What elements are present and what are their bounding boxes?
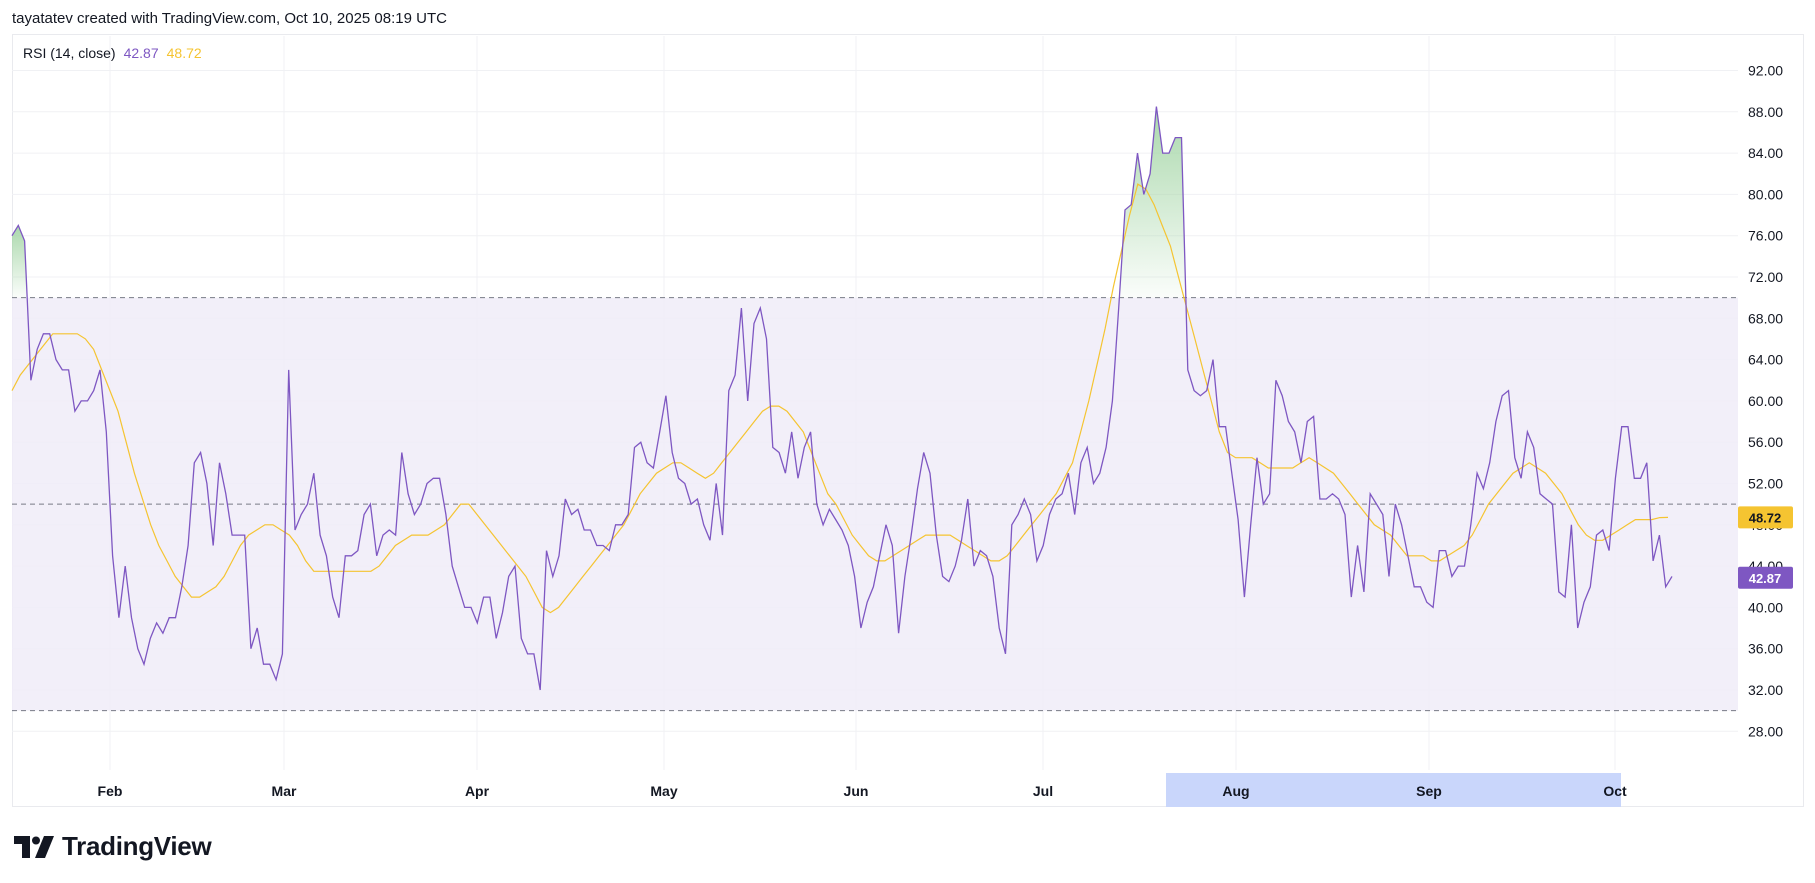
price-badges: 48.72 42.87 [1738, 506, 1793, 589]
x-tick-label: Mar [272, 783, 297, 799]
rsi-last-value-badge-bg [1738, 566, 1793, 589]
y-tick-label: 52.00 [1748, 476, 1783, 492]
ma-last-value-badge-bg [1738, 506, 1793, 529]
y-tick-label: 72.00 [1748, 269, 1783, 285]
x-tick-label: Oct [1603, 783, 1627, 799]
y-tick-label: 56.00 [1748, 434, 1783, 450]
rsi-band [12, 297, 1738, 711]
indicator-legend[interactable]: RSI (14, close) 42.87 48.72 [23, 45, 202, 61]
x-tick-label: Sep [1416, 783, 1442, 799]
y-tick-label: 80.00 [1748, 186, 1783, 202]
x-tick-label: Feb [98, 783, 123, 799]
tradingview-logo-icon [14, 835, 54, 858]
brand-name: TradingView [62, 831, 212, 861]
y-tick-label: 92.00 [1748, 63, 1783, 79]
x-tick-label: Jul [1033, 783, 1053, 799]
attribution-text: tayatatev created with TradingView.com, … [12, 10, 447, 27]
y-tick-label: 32.00 [1748, 682, 1783, 698]
y-tick-label: 28.00 [1748, 723, 1783, 739]
x-tick-label: Apr [465, 783, 490, 799]
rsi-series-line [11, 106, 1673, 691]
y-tick-label: 60.00 [1748, 393, 1783, 409]
y-tick-label: 64.00 [1748, 352, 1783, 368]
legend-label: RSI (14, close) [23, 45, 116, 61]
x-axis-ticks: Feb Mar Apr May Jun Jul Aug Sep Oct [98, 783, 1627, 799]
x-axis-highlight [1166, 773, 1621, 807]
rsi-last-value-badge-label: 42.87 [1749, 571, 1782, 586]
y-tick-label: 76.00 [1748, 228, 1783, 244]
overbought-area [12, 225, 28, 298]
x-tick-label: Jun [844, 783, 869, 799]
overbought-fill [12, 106, 1186, 298]
x-tick-label: Aug [1222, 783, 1249, 799]
legend-rsi-value: 42.87 [123, 45, 159, 61]
x-tick-label: May [650, 783, 677, 799]
y-tick-label: 40.00 [1748, 599, 1783, 615]
y-tick-label: 68.00 [1748, 310, 1783, 326]
legend-ma-value: 48.72 [166, 45, 202, 61]
y-tick-label: 88.00 [1748, 104, 1783, 120]
y-tick-label: 36.00 [1748, 641, 1783, 657]
y-axis-ticks: 92.00 88.00 84.00 80.00 76.00 72.00 68.00 64.00… [1748, 63, 1783, 740]
tradingview-logo[interactable]: TradingView [14, 831, 212, 862]
y-tick-label: 84.00 [1748, 145, 1783, 161]
ma-last-value-badge-label: 48.72 [1749, 510, 1782, 525]
